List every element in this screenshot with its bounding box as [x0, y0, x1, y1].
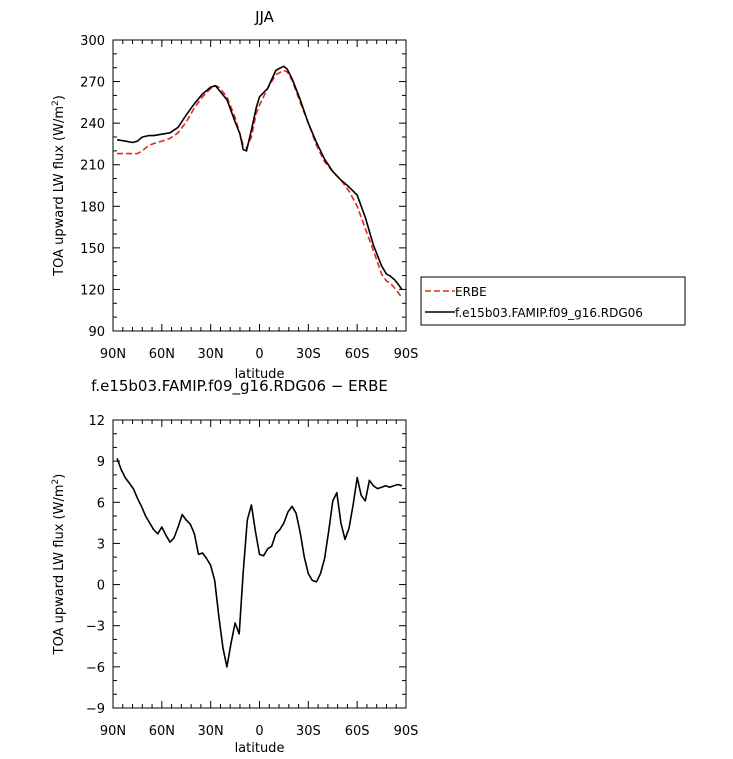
plot-frame: [112, 39, 407, 332]
x-tick-label: 0: [255, 347, 263, 362]
x-tick-label: 30N: [198, 724, 224, 739]
y-tick-label: 120: [80, 283, 105, 298]
y-axis-label-close: ): [52, 95, 67, 100]
x-tick-label: 90S: [394, 347, 419, 362]
y-tick-label: 0: [97, 579, 105, 594]
x-tick-label: 30N: [198, 347, 224, 362]
legend: ERBE f.e15b03.FAMIP.f09_g16.RDG06: [420, 276, 686, 326]
y-tick-label: 270: [80, 76, 105, 91]
y-tick-label: 90: [88, 325, 105, 340]
plot-frame: [112, 419, 407, 709]
series-line-erbe: [117, 69, 403, 299]
y-tick-label: −6: [86, 661, 105, 676]
x-axis-label: latitude: [235, 367, 285, 382]
x-tick-label: 60N: [149, 347, 175, 362]
x-tick-label: 0: [255, 724, 263, 739]
x-tick-label: 90N: [100, 347, 126, 362]
y-tick-label: 180: [80, 200, 105, 215]
legend-entry: f.e15b03.FAMIP.f09_g16.RDG06: [455, 306, 643, 320]
x-tick-label: 60N: [149, 724, 175, 739]
x-tick-label: 90N: [100, 724, 126, 739]
top-chart: 90N 60N 30N 0 30S 60S 90S 90 120 150 180 210 240 270 3…: [51, 8, 418, 382]
x-tick-label: 60S: [345, 347, 370, 362]
series-line-difference: [116, 458, 403, 668]
chart-title: JJA: [254, 8, 275, 26]
legend-box: [420, 276, 686, 326]
x-tick-label: 30S: [296, 347, 321, 362]
y-axis-label-close: ): [52, 474, 67, 479]
y-tick-label: 300: [80, 34, 105, 49]
y-tick-label: 6: [97, 496, 105, 511]
y-tick-label: 3: [97, 537, 105, 552]
difference-chart: 90N 60N 30N 0 30S 60S 90S −9 −6 −3 0 3 6 9 12 f.e15b03.…: [51, 377, 418, 756]
y-tick-label: −9: [86, 702, 105, 717]
y-axis-label-text: TOA upward LW flux (W/m: [52, 484, 67, 655]
x-tick-label: 60S: [345, 724, 370, 739]
series-line-model: [116, 65, 403, 290]
y-axis-label: TOA upward LW flux (W/m2): [51, 95, 67, 277]
y-tick-label: 9: [97, 455, 105, 470]
legend-entry: ERBE: [455, 285, 487, 299]
x-axis-label: latitude: [235, 741, 285, 756]
y-tick-label: 12: [88, 414, 105, 429]
y-axis-label-superscript: 2: [51, 479, 61, 485]
chart-title: f.e15b03.FAMIP.f09_g16.RDG06 − ERBE: [91, 377, 388, 396]
y-tick-label: −3: [86, 620, 105, 635]
y-tick-label: 210: [80, 159, 105, 174]
y-axis-label: TOA upward LW flux (W/m2): [51, 474, 67, 656]
y-tick-label: 150: [80, 242, 105, 257]
y-tick-label: 240: [80, 117, 105, 132]
y-axis-label-superscript: 2: [51, 100, 61, 106]
y-axis-label-text: TOA upward LW flux (W/m: [52, 106, 67, 277]
x-tick-label: 90S: [394, 724, 419, 739]
x-tick-label: 30S: [296, 724, 321, 739]
